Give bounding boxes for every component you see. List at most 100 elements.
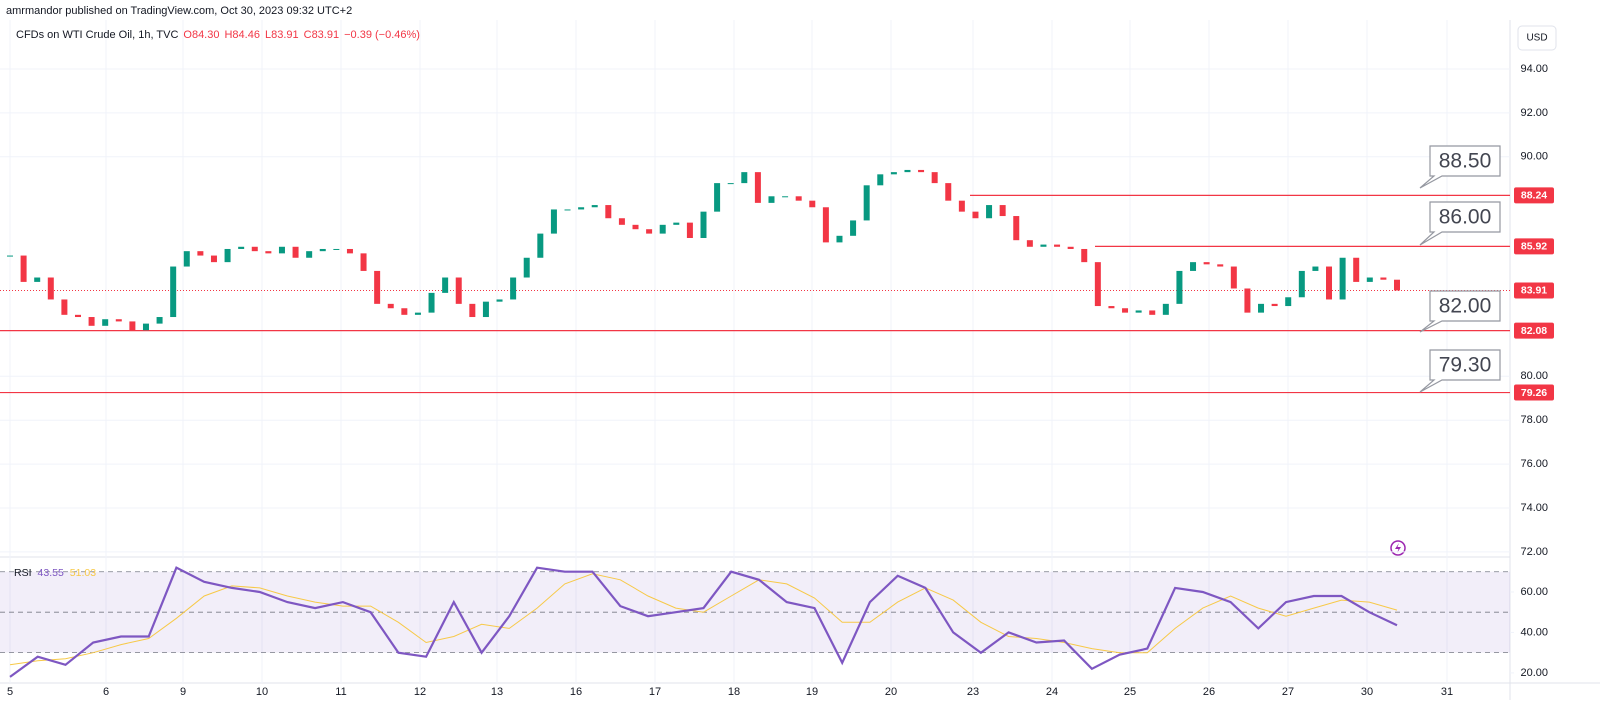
candle <box>1176 270 1183 304</box>
candle <box>88 317 95 326</box>
level-tag-label: 82.08 <box>1521 325 1547 337</box>
rsi-band <box>0 571 1510 653</box>
candle <box>238 246 245 249</box>
y-tick-label: 76.00 <box>1520 458 1548 470</box>
x-tick-label: 18 <box>728 686 740 698</box>
candle <box>1203 262 1210 265</box>
x-tick-label: 30 <box>1361 686 1373 698</box>
candle <box>1394 279 1400 291</box>
candle <box>931 172 938 184</box>
x-tick-label: 12 <box>414 686 426 698</box>
candle <box>700 211 707 238</box>
candle <box>646 229 653 234</box>
x-tick-label: 6 <box>103 686 109 698</box>
x-tick-label: 23 <box>967 686 979 698</box>
candle <box>1122 308 1129 313</box>
candle <box>1366 277 1373 282</box>
candle <box>618 218 625 225</box>
candle <box>102 319 109 326</box>
candle <box>346 248 353 254</box>
candle <box>1067 246 1074 249</box>
candle <box>836 235 843 243</box>
candle <box>1054 244 1061 247</box>
candle <box>714 183 721 212</box>
candle <box>904 169 911 173</box>
x-tick-label: 16 <box>570 686 582 698</box>
x-tick-label: 27 <box>1282 686 1294 698</box>
candle <box>890 172 897 175</box>
candle <box>292 246 299 258</box>
indicator-name: RSI <box>14 567 32 579</box>
x-tick-label: 9 <box>180 686 186 698</box>
candle <box>1094 262 1101 307</box>
candle <box>741 172 748 184</box>
candle <box>727 183 734 185</box>
candle <box>1298 270 1305 298</box>
candle <box>251 246 258 252</box>
callout: 88.50 <box>1419 145 1501 189</box>
candle <box>523 257 530 278</box>
callout-label: 88.50 <box>1439 150 1492 173</box>
ohlc-value: H84.46 <box>224 29 259 41</box>
candle <box>224 248 231 263</box>
candle <box>918 169 925 173</box>
level-tag <box>1514 384 1554 401</box>
alert-bolt <box>1395 543 1401 553</box>
candle <box>1149 310 1156 315</box>
candle <box>1271 303 1278 307</box>
x-tick-label: 11 <box>335 686 346 698</box>
candle <box>496 299 503 302</box>
y-tick-label: 20.00 <box>1520 667 1548 679</box>
candle <box>822 207 829 243</box>
y-tick-label: 94.00 <box>1520 63 1548 75</box>
candle <box>809 200 816 208</box>
y-tick-label: 90.00 <box>1520 151 1548 163</box>
candle <box>782 196 789 198</box>
candle <box>142 323 149 331</box>
candle <box>986 205 993 219</box>
candle <box>1040 244 1047 247</box>
candle <box>319 248 326 252</box>
rsi-ma-line <box>9 573 1398 666</box>
candle <box>510 277 517 300</box>
candle <box>455 277 462 304</box>
callout-box <box>1419 290 1501 333</box>
level-tag-label: 85.92 <box>1521 241 1547 253</box>
level-tag-label: 79.26 <box>1521 387 1547 399</box>
ohlc-value: L83.91 <box>265 29 299 41</box>
callout-box <box>1419 349 1501 393</box>
candle <box>360 253 367 271</box>
level-tag <box>1514 238 1554 255</box>
x-tick-label: 17 <box>649 686 661 698</box>
candle <box>333 248 340 250</box>
ohlc-value: −0.39 (−0.46%) <box>344 29 420 41</box>
candle <box>428 292 435 313</box>
x-tick-label: 19 <box>806 686 818 698</box>
candle <box>578 207 585 210</box>
candle <box>34 277 41 282</box>
candle <box>414 312 421 315</box>
candle <box>306 251 313 258</box>
candle <box>972 211 979 219</box>
candle <box>278 246 285 254</box>
candle <box>1230 266 1237 289</box>
candle <box>1380 277 1387 280</box>
candle <box>1217 264 1224 267</box>
alert-icon[interactable] <box>1390 540 1406 556</box>
callout-label: 79.30 <box>1439 354 1492 377</box>
candle <box>183 251 190 267</box>
y-tick-label: 80.00 <box>1520 370 1548 382</box>
candle <box>564 209 571 211</box>
callout: 79.30 <box>1419 349 1501 393</box>
candle <box>958 200 965 212</box>
currency-button[interactable] <box>1517 25 1557 51</box>
candle <box>1285 297 1292 307</box>
callout-label: 82.00 <box>1439 295 1492 318</box>
candle <box>632 224 639 230</box>
y-tick-label: 60.00 <box>1520 586 1548 598</box>
ohlc-value: O84.30 <box>183 29 219 41</box>
ohlc-value: C83.91 <box>304 29 339 41</box>
symbol-title: CFDs on WTI Crude Oil, 1h, TVC O84.30 H84.… <box>16 29 420 41</box>
candle <box>47 277 54 300</box>
